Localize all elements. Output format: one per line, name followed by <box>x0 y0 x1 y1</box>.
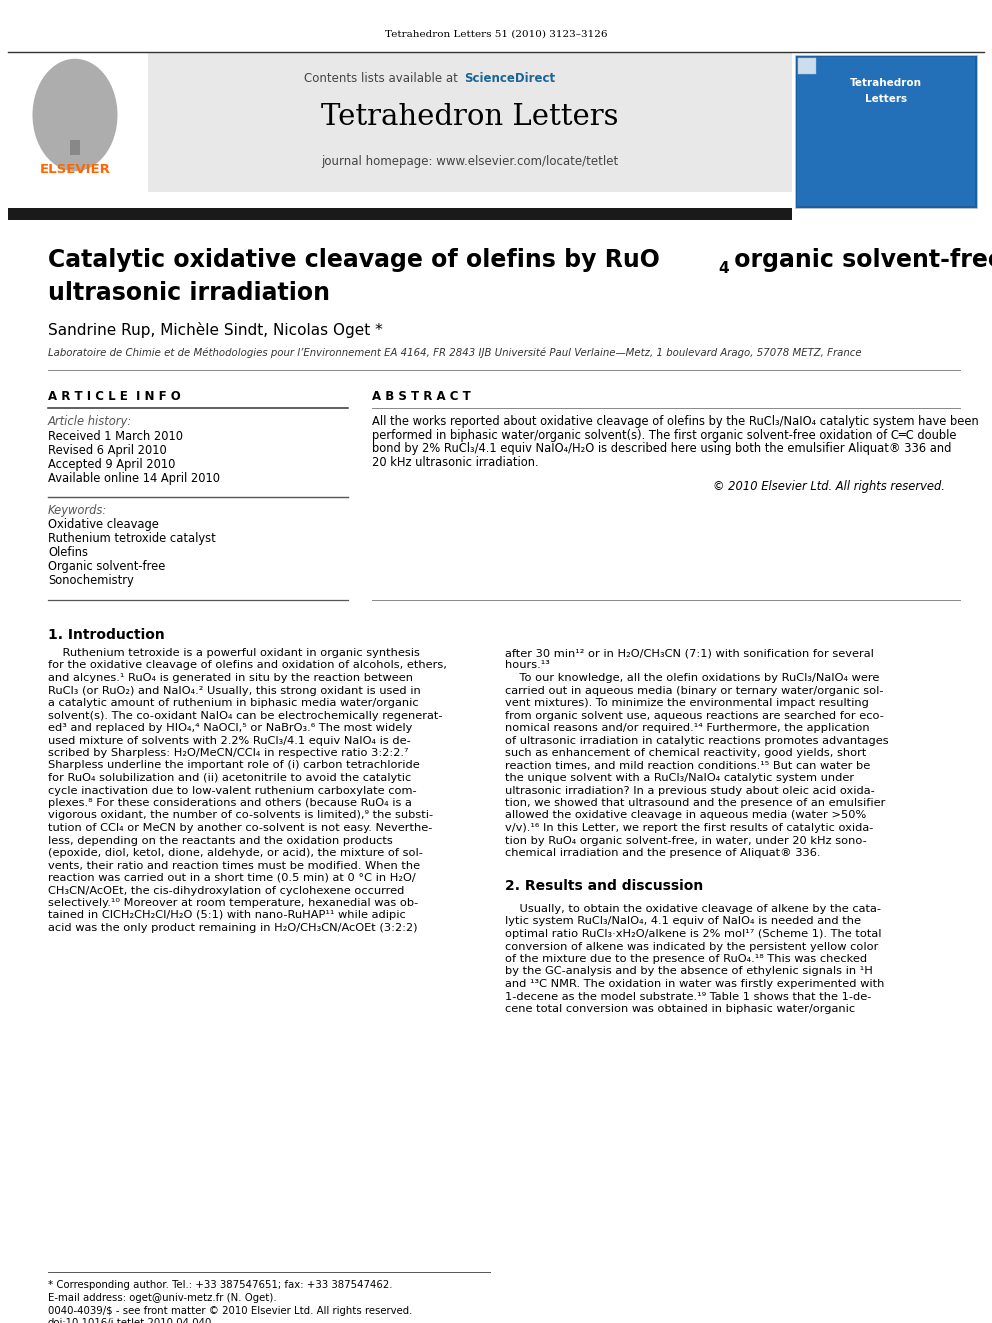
Text: for the oxidative cleavage of olefins and oxidation of alcohols, ethers,: for the oxidative cleavage of olefins an… <box>48 660 446 671</box>
Text: tion by RuO₄ organic solvent-free, in water, under 20 kHz sono-: tion by RuO₄ organic solvent-free, in wa… <box>505 836 867 845</box>
Text: cene total conversion was obtained in biphasic water/organic: cene total conversion was obtained in bi… <box>505 1004 855 1013</box>
Text: conversion of alkene was indicated by the persistent yellow color: conversion of alkene was indicated by th… <box>505 942 878 951</box>
FancyBboxPatch shape <box>70 140 80 155</box>
Text: 20 kHz ultrasonic irradiation.: 20 kHz ultrasonic irradiation. <box>372 455 539 468</box>
Text: Tetrahedron Letters 51 (2010) 3123–3126: Tetrahedron Letters 51 (2010) 3123–3126 <box>385 30 607 38</box>
Text: 1. Introduction: 1. Introduction <box>48 628 165 642</box>
Text: Tetrahedron: Tetrahedron <box>850 78 922 89</box>
Text: To our knowledge, all the olefin oxidations by RuCl₃/NaIO₄ were: To our knowledge, all the olefin oxidati… <box>505 673 879 683</box>
Text: reaction was carried out in a short time (0.5 min) at 0 °C in H₂O/: reaction was carried out in a short time… <box>48 873 416 882</box>
Text: ScienceDirect: ScienceDirect <box>464 71 556 85</box>
Text: used mixture of solvents with 2.2% RuCl₃/4.1 equiv NaIO₄ is de-: used mixture of solvents with 2.2% RuCl₃… <box>48 736 411 745</box>
Text: RuCl₃ (or RuO₂) and NaIO₄.² Usually, this strong oxidant is used in: RuCl₃ (or RuO₂) and NaIO₄.² Usually, thi… <box>48 685 421 696</box>
Ellipse shape <box>33 58 117 171</box>
Text: lytic system RuCl₃/NaIO₄, 4.1 equiv of NaIO₄ is needed and the: lytic system RuCl₃/NaIO₄, 4.1 equiv of N… <box>505 917 861 926</box>
Text: of the mixture due to the presence of RuO₄.¹⁸ This was checked: of the mixture due to the presence of Ru… <box>505 954 867 964</box>
Text: vents, their ratio and reaction times must be modified. When the: vents, their ratio and reaction times mu… <box>48 860 421 871</box>
Text: chemical irradiation and the presence of Aliquat® 336.: chemical irradiation and the presence of… <box>505 848 820 859</box>
Text: ultrasonic irradiation: ultrasonic irradiation <box>48 280 330 306</box>
Text: tained in ClCH₂CH₂Cl/H₂O (5:1) with nano-RuHAP¹¹ while adipic: tained in ClCH₂CH₂Cl/H₂O (5:1) with nano… <box>48 910 406 921</box>
Text: Tetrahedron Letters: Tetrahedron Letters <box>321 103 619 131</box>
FancyBboxPatch shape <box>8 208 792 220</box>
Text: Usually, to obtain the oxidative cleavage of alkene by the cata-: Usually, to obtain the oxidative cleavag… <box>505 904 881 914</box>
Text: for RuO₄ solubilization and (ii) acetonitrile to avoid the catalytic: for RuO₄ solubilization and (ii) acetoni… <box>48 773 412 783</box>
Text: * Corresponding author. Tel.: +33 387547651; fax: +33 387547462.: * Corresponding author. Tel.: +33 387547… <box>48 1279 393 1290</box>
Text: A B S T R A C T: A B S T R A C T <box>372 390 471 404</box>
Text: CH₃CN/AcOEt, the cis-dihydroxylation of cyclohexene occurred: CH₃CN/AcOEt, the cis-dihydroxylation of … <box>48 885 405 896</box>
FancyBboxPatch shape <box>8 52 148 192</box>
Text: carried out in aqueous media (binary or ternary water/organic sol-: carried out in aqueous media (binary or … <box>505 685 884 696</box>
Text: 4: 4 <box>718 261 729 277</box>
Text: Available online 14 April 2010: Available online 14 April 2010 <box>48 472 220 486</box>
Text: journal homepage: www.elsevier.com/locate/tetlet: journal homepage: www.elsevier.com/locat… <box>321 155 619 168</box>
Text: Sonochemistry: Sonochemistry <box>48 574 134 587</box>
Text: plexes.⁸ For these considerations and others (because RuO₄ is a: plexes.⁸ For these considerations and ot… <box>48 798 412 808</box>
Text: allowed the oxidative cleavage in aqueous media (water >50%: allowed the oxidative cleavage in aqueou… <box>505 811 866 820</box>
Text: Ruthenium tetroxide catalyst: Ruthenium tetroxide catalyst <box>48 532 215 545</box>
Text: Organic solvent-free: Organic solvent-free <box>48 560 166 573</box>
Text: less, depending on the reactants and the oxidation products: less, depending on the reactants and the… <box>48 836 393 845</box>
FancyBboxPatch shape <box>795 56 977 208</box>
FancyBboxPatch shape <box>798 58 816 74</box>
FancyBboxPatch shape <box>797 57 975 206</box>
Text: vent mixtures). To minimize the environmental impact resulting: vent mixtures). To minimize the environm… <box>505 699 869 708</box>
Text: optimal ratio RuCl₃·xH₂O/alkene is 2% mol¹⁷ (Scheme 1). The total: optimal ratio RuCl₃·xH₂O/alkene is 2% mo… <box>505 929 882 939</box>
Text: Laboratoire de Chimie et de Méthodologies pour l’Environnement EA 4164, FR 2843 : Laboratoire de Chimie et de Méthodologie… <box>48 348 862 359</box>
Text: such as enhancement of chemical reactivity, good yields, short: such as enhancement of chemical reactivi… <box>505 747 866 758</box>
Text: hours.¹³: hours.¹³ <box>505 660 550 671</box>
Text: 2. Results and discussion: 2. Results and discussion <box>505 878 703 893</box>
Text: E-mail address: oget@univ-metz.fr (N. Oget).: E-mail address: oget@univ-metz.fr (N. Og… <box>48 1293 277 1303</box>
Text: v/v).¹⁶ In this Letter, we report the first results of catalytic oxida-: v/v).¹⁶ In this Letter, we report the fi… <box>505 823 873 833</box>
Text: and ¹³C NMR. The oxidation in water was firstly experimented with: and ¹³C NMR. The oxidation in water was … <box>505 979 885 990</box>
Text: from organic solvent use, aqueous reactions are searched for eco-: from organic solvent use, aqueous reacti… <box>505 710 884 721</box>
Text: selectively.¹⁰ Moreover at room temperature, hexanedial was ob-: selectively.¹⁰ Moreover at room temperat… <box>48 898 419 908</box>
Text: ultrasonic irradiation? In a previous study about oleic acid oxida-: ultrasonic irradiation? In a previous st… <box>505 786 875 795</box>
Text: tion, we showed that ultrasound and the presence of an emulsifier: tion, we showed that ultrasound and the … <box>505 798 886 808</box>
Text: cycle inactivation due to low-valent ruthenium carboxylate com-: cycle inactivation due to low-valent rut… <box>48 786 417 795</box>
Text: acid was the only product remaining in H₂O/CH₃CN/AcOEt (3:2:2): acid was the only product remaining in H… <box>48 923 418 933</box>
Text: 0040-4039/$ - see front matter © 2010 Elsevier Ltd. All rights reserved.: 0040-4039/$ - see front matter © 2010 El… <box>48 1306 413 1316</box>
Text: ELSEVIER: ELSEVIER <box>40 163 110 176</box>
Text: Catalytic oxidative cleavage of olefins by RuO: Catalytic oxidative cleavage of olefins … <box>48 247 660 273</box>
Text: A R T I C L E  I N F O: A R T I C L E I N F O <box>48 390 181 404</box>
Text: doi:10.1016/j.tetlet.2010.04.040: doi:10.1016/j.tetlet.2010.04.040 <box>48 1318 212 1323</box>
Text: the unique solvent with a RuCl₃/NaIO₄ catalytic system under: the unique solvent with a RuCl₃/NaIO₄ ca… <box>505 773 854 783</box>
FancyBboxPatch shape <box>148 52 792 192</box>
Text: Ruthenium tetroxide is a powerful oxidant in organic synthesis: Ruthenium tetroxide is a powerful oxidan… <box>48 648 420 658</box>
Text: 1-decene as the model substrate.¹⁹ Table 1 shows that the 1-de-: 1-decene as the model substrate.¹⁹ Table… <box>505 991 871 1002</box>
Text: Sandrine Rup, Michèle Sindt, Nicolas Oget *: Sandrine Rup, Michèle Sindt, Nicolas Oge… <box>48 321 383 337</box>
Text: (epoxide, diol, ketol, dione, aldehyde, or acid), the mixture of sol-: (epoxide, diol, ketol, dione, aldehyde, … <box>48 848 423 859</box>
Text: All the works reported about oxidative cleavage of olefins by the RuCl₃/NaIO₄ ca: All the works reported about oxidative c… <box>372 415 979 429</box>
Text: Revised 6 April 2010: Revised 6 April 2010 <box>48 445 167 456</box>
Text: performed in biphasic water/organic solvent(s). The first organic solvent-free o: performed in biphasic water/organic solv… <box>372 429 956 442</box>
Text: Oxidative cleavage: Oxidative cleavage <box>48 519 159 531</box>
Text: ed³ and replaced by HIO₄,⁴ NaOCl,⁵ or NaBrO₃.⁶ The most widely: ed³ and replaced by HIO₄,⁴ NaOCl,⁵ or Na… <box>48 722 413 733</box>
Text: Olefins: Olefins <box>48 546 88 560</box>
Text: organic solvent-free under: organic solvent-free under <box>726 247 992 273</box>
Text: Letters: Letters <box>865 94 907 105</box>
Text: nomical reasons and/or required.¹⁴ Furthermore, the application: nomical reasons and/or required.¹⁴ Furth… <box>505 722 870 733</box>
Text: after 30 min¹² or in H₂O/CH₃CN (7:1) with sonification for several: after 30 min¹² or in H₂O/CH₃CN (7:1) wit… <box>505 648 874 658</box>
Text: a catalytic amount of ruthenium in biphasic media water/organic: a catalytic amount of ruthenium in bipha… <box>48 699 419 708</box>
Text: © 2010 Elsevier Ltd. All rights reserved.: © 2010 Elsevier Ltd. All rights reserved… <box>713 480 945 493</box>
Text: Article history:: Article history: <box>48 415 132 429</box>
Text: reaction times, and mild reaction conditions.¹⁵ But can water be: reaction times, and mild reaction condit… <box>505 761 870 770</box>
Text: tution of CCl₄ or MeCN by another co-solvent is not easy. Neverthe-: tution of CCl₄ or MeCN by another co-sol… <box>48 823 433 833</box>
Text: vigorous oxidant, the number of co-solvents is limited),⁹ the substi-: vigorous oxidant, the number of co-solve… <box>48 811 434 820</box>
Text: Sharpless underline the important role of (i) carbon tetrachloride: Sharpless underline the important role o… <box>48 761 420 770</box>
Text: scribed by Sharpless: H₂O/MeCN/CCl₄ in respective ratio 3:2:2.⁷: scribed by Sharpless: H₂O/MeCN/CCl₄ in r… <box>48 747 409 758</box>
Text: and alcynes.¹ RuO₄ is generated in situ by the reaction between: and alcynes.¹ RuO₄ is generated in situ … <box>48 673 413 683</box>
Text: of ultrasonic irradiation in catalytic reactions promotes advantages: of ultrasonic irradiation in catalytic r… <box>505 736 889 745</box>
Text: Received 1 March 2010: Received 1 March 2010 <box>48 430 183 443</box>
Text: solvent(s). The co-oxidant NaIO₄ can be electrochemically regenerat-: solvent(s). The co-oxidant NaIO₄ can be … <box>48 710 442 721</box>
Text: Accepted 9 April 2010: Accepted 9 April 2010 <box>48 458 176 471</box>
Text: bond by 2% RuCl₃/4.1 equiv NaIO₄/H₂O is described here using both the emulsifier: bond by 2% RuCl₃/4.1 equiv NaIO₄/H₂O is … <box>372 442 951 455</box>
Text: Keywords:: Keywords: <box>48 504 107 517</box>
Text: Contents lists available at: Contents lists available at <box>305 71 462 85</box>
Text: by the GC-analysis and by the absence of ethylenic signals in ¹H: by the GC-analysis and by the absence of… <box>505 967 873 976</box>
